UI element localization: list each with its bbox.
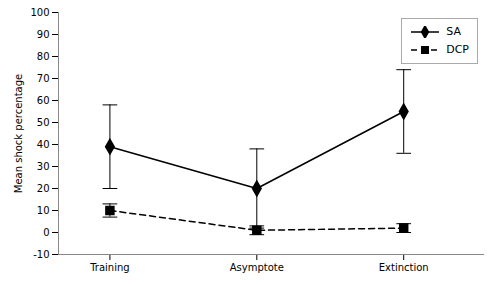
svg-text:20: 20 [37,183,50,194]
svg-text:40: 40 [37,139,50,150]
svg-text:80: 80 [37,51,50,62]
svg-text:60: 60 [37,95,50,106]
svg-text:30: 30 [37,161,50,172]
svg-text:0: 0 [43,227,49,238]
svg-text:Asymptote: Asymptote [230,262,284,273]
svg-text:90: 90 [37,29,50,40]
svg-text:10: 10 [37,205,50,216]
svg-text:Extinction: Extinction [379,262,429,273]
html-text:SA: SA [446,25,461,38]
svg-text:Mean shock percentage: Mean shock percentage [13,74,24,194]
svg-text:100: 100 [30,7,49,18]
html-text:DCP: DCP [446,43,469,56]
svg-text:50: 50 [37,117,50,128]
svg-text:70: 70 [37,73,50,84]
svg-text:Training: Training [89,262,129,273]
svg-text:-10: -10 [33,249,49,260]
